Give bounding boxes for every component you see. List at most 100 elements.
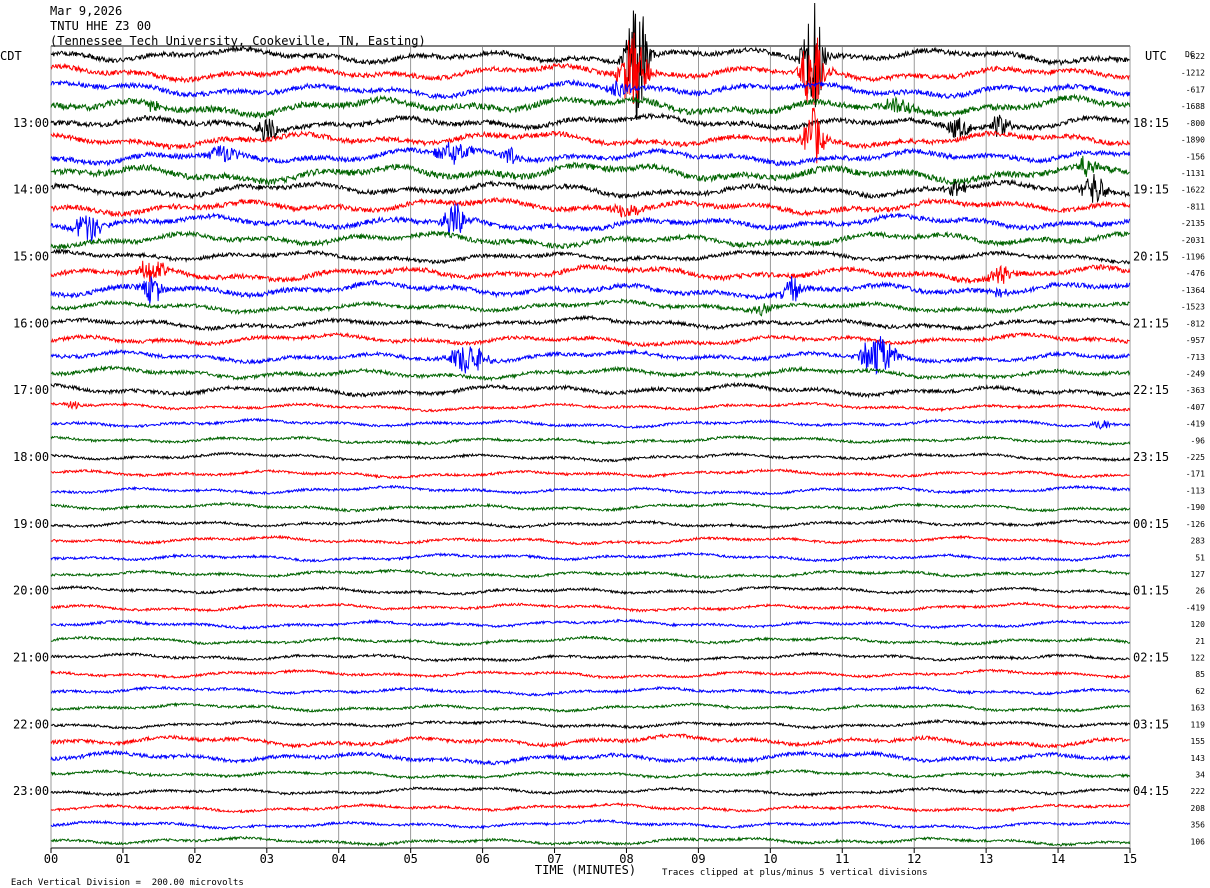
trace-row: [50, 230, 1131, 251]
trace-row: [50, 718, 1131, 731]
dc-offset-label: 222: [1191, 787, 1206, 796]
trace-row: [50, 551, 1131, 563]
trace-row: [50, 248, 1131, 265]
dc-offset-label: -957: [1186, 336, 1205, 345]
dc-offset-label: 356: [1191, 821, 1206, 830]
header-date: Mar 9,2026: [50, 4, 123, 18]
trace-row: [50, 107, 1131, 164]
trace-row: [50, 635, 1131, 647]
right-hour-label: 03:15: [1133, 717, 1169, 731]
dc-offset-label: 143: [1191, 754, 1206, 763]
trace-row: [50, 32, 1130, 105]
trace-row: [50, 451, 1131, 463]
right-hour-label: 00:15: [1133, 517, 1169, 531]
dc-offset-label: -617: [1186, 85, 1205, 94]
dc-offset-label: 122: [1191, 654, 1206, 663]
dc-offset-label: 62: [1195, 687, 1205, 696]
right-hour-label: 04:15: [1133, 784, 1169, 798]
dc-offset-label: -1622: [1181, 186, 1205, 195]
dc-offset-label: -96: [1191, 436, 1206, 445]
dc-offset-label: -249: [1186, 369, 1205, 378]
x-axis-title: TIME (MINUTES): [535, 863, 636, 877]
trace-row: [50, 749, 1131, 766]
dc-offset-label: 21: [1195, 637, 1205, 646]
dc-offset-label: -2135: [1181, 219, 1205, 228]
dc-offset-label: 155: [1191, 737, 1206, 746]
trace-row: [50, 275, 1131, 304]
axis-labels: 00 01 02 03 04 05 06 07 08 09 10 11 12 13 14 15 TIME (MI…: [0, 49, 1205, 877]
dc-offset-label: -822: [1186, 52, 1205, 61]
x-tick-label-13: 13: [979, 852, 993, 866]
trace-row: [50, 618, 1130, 631]
left-hour-label: 14:00: [13, 183, 49, 197]
right-hour-label: 02:15: [1133, 651, 1169, 665]
x-tick-label-05: 05: [403, 852, 417, 866]
dc-header-label: DC: [1185, 50, 1195, 59]
dc-offset-label: 283: [1191, 537, 1206, 546]
trace-row: [50, 141, 1131, 167]
minute-grid: [50, 45, 1131, 853]
trace-row: [50, 417, 1131, 430]
left-hour-label: 16:00: [13, 316, 49, 330]
trace-row: [50, 203, 1131, 242]
x-tick-label-15: 15: [1123, 852, 1137, 866]
trace-row: [50, 601, 1131, 613]
trace-row: [50, 401, 1131, 413]
dc-offset-label: -812: [1186, 319, 1205, 328]
right-hour-label: 22:15: [1133, 383, 1169, 397]
dc-offset-label: 85: [1195, 670, 1205, 679]
dc-offset-label: 119: [1191, 720, 1206, 729]
left-hour-label: 13:00: [13, 116, 49, 130]
right-hour-label: 23:15: [1133, 450, 1169, 464]
dc-offset-label: -811: [1186, 202, 1205, 211]
dc-offset-label: -1131: [1181, 169, 1205, 178]
dc-offset-label: -171: [1186, 470, 1205, 479]
dc-offset-label: -419: [1186, 603, 1205, 612]
x-tick-label-08: 08: [619, 852, 633, 866]
scale-note: Each Vertical Division = 200.00 microvol…: [0, 868, 244, 888]
left-hour-label: 20:00: [13, 584, 49, 598]
x-tick-label-10: 10: [763, 852, 777, 866]
trace-row: [50, 568, 1130, 580]
trace-row: [50, 701, 1131, 714]
x-tick-label-14: 14: [1051, 852, 1065, 866]
x-tick-label-01: 01: [116, 852, 130, 866]
trace-row: [50, 260, 1131, 285]
trace-row: [50, 768, 1131, 780]
trace-row: [50, 381, 1131, 399]
trace-row: [50, 786, 1130, 798]
right-hour-label: 20:15: [1133, 250, 1169, 264]
trace-row: [50, 501, 1131, 513]
header-station: TNTU HHE Z3 00: [50, 19, 152, 33]
trace-row: [50, 331, 1130, 348]
right-hour-label: 19:15: [1133, 183, 1169, 197]
dc-offset-label: -1688: [1181, 102, 1205, 111]
trace-row: [50, 835, 1131, 848]
trace-row: [50, 818, 1131, 831]
right-hour-label: 01:15: [1133, 584, 1169, 598]
dc-offset-label: -2031: [1181, 236, 1205, 245]
left-zone-label: CDT: [0, 49, 22, 63]
trace-row: [50, 517, 1131, 530]
trace-row: [50, 298, 1130, 317]
header-location: (Tennessee Tech University, Cookeville, …: [50, 34, 426, 48]
x-tick-label-09: 09: [691, 852, 705, 866]
x-tick-label-00: 00: [44, 852, 58, 866]
trace-row: [50, 155, 1130, 187]
left-hour-label: 19:00: [13, 517, 49, 531]
dc-offset-label: -1890: [1181, 136, 1205, 145]
dc-offset-label: -407: [1186, 403, 1205, 412]
dc-offset-label: -1196: [1181, 253, 1205, 262]
scale-note-text: Each Vertical Division = 200.00 microvol…: [10, 878, 244, 888]
trace-rows: [50, 2, 1131, 848]
dc-offset-label: 120: [1191, 620, 1206, 629]
dc-offset-label: -113: [1186, 486, 1205, 495]
trace-row: [50, 802, 1131, 814]
dc-offset-label: -190: [1186, 503, 1205, 512]
left-hour-label: 18:00: [13, 450, 49, 464]
trace-row: [50, 668, 1131, 680]
x-tick-label-12: 12: [907, 852, 921, 866]
dc-offset-label: -800: [1186, 119, 1205, 128]
left-hour-label: 23:00: [13, 784, 49, 798]
